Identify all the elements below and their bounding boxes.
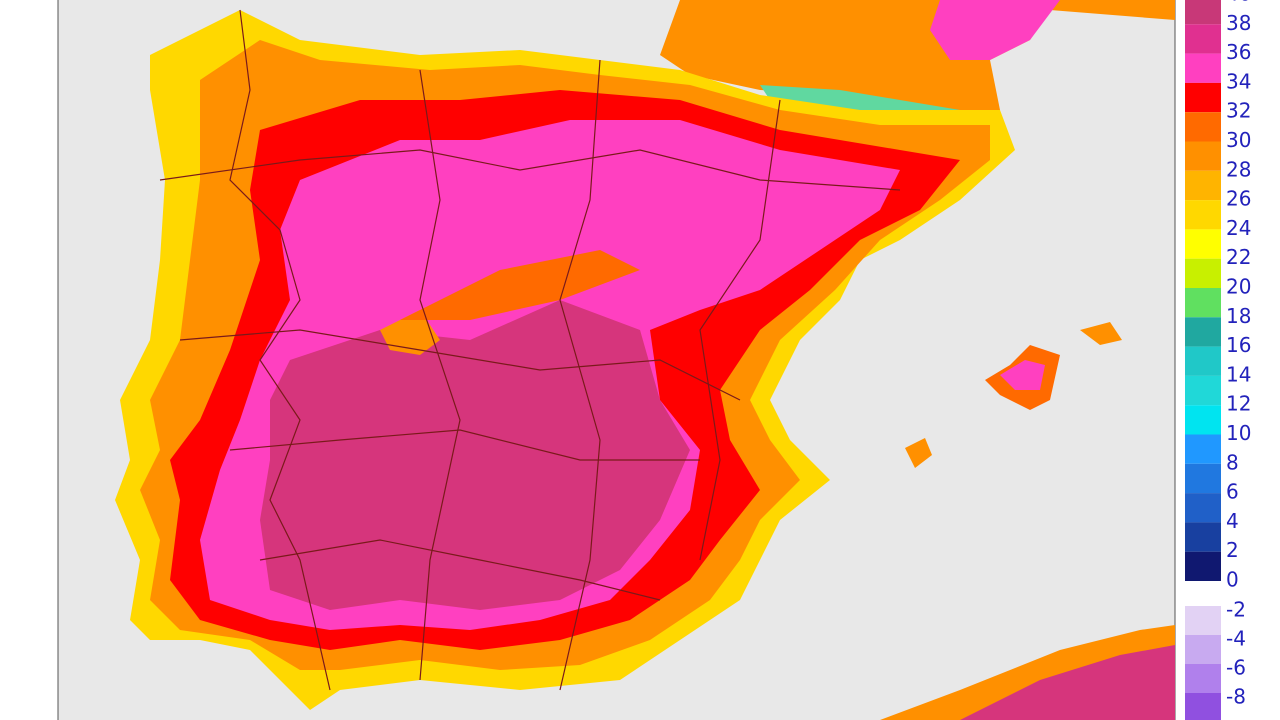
legend-label: 36	[1226, 40, 1251, 64]
legend-label: 10	[1226, 421, 1251, 445]
legend-swatch	[1185, 434, 1221, 464]
legend-label: 2	[1226, 538, 1239, 562]
border-line	[179, 329, 741, 401]
border-line	[699, 99, 781, 561]
border-line	[559, 59, 601, 691]
legend-label: 12	[1226, 392, 1251, 416]
legend-swatch	[1185, 405, 1221, 435]
legend-swatch	[1185, 522, 1221, 552]
legend-label: -8	[1226, 685, 1246, 709]
border-line	[419, 69, 461, 681]
france-hot	[930, 0, 1060, 60]
legend-label: 24	[1226, 216, 1251, 240]
legend-label: 14	[1226, 362, 1251, 386]
legend-label: 20	[1226, 275, 1251, 299]
legend-swatch	[1185, 493, 1221, 523]
legend-swatch	[1185, 112, 1221, 142]
legend-label: 26	[1226, 187, 1251, 211]
sierra	[380, 310, 440, 355]
legend-swatch	[1185, 375, 1221, 406]
border-line	[229, 429, 700, 461]
legend-label: -4	[1226, 627, 1246, 651]
legend-label: 16	[1226, 333, 1251, 357]
legend-swatch	[1185, 664, 1221, 693]
legend-swatch	[1185, 170, 1221, 201]
legend-label: 38	[1226, 11, 1251, 35]
legend-label: 18	[1226, 304, 1251, 328]
legend-swatch	[1185, 82, 1221, 113]
legend-swatch	[1185, 317, 1221, 347]
legend-label: -2	[1226, 598, 1246, 622]
legend-swatch	[1185, 635, 1221, 664]
legend-label: 4	[1226, 509, 1239, 533]
legend-label: 8	[1226, 450, 1239, 474]
africa-hot	[960, 645, 1175, 720]
legend-swatch	[1185, 53, 1221, 83]
legend-swatch	[1185, 24, 1221, 54]
legend-swatch	[1185, 258, 1221, 288]
legend-label: 22	[1226, 245, 1251, 269]
legend-swatch	[1185, 141, 1221, 171]
legend-label: 34	[1226, 69, 1251, 93]
menorca	[1080, 322, 1122, 345]
central-range	[400, 250, 640, 320]
legend-label: 30	[1226, 128, 1251, 152]
legend-swatch	[1185, 606, 1221, 635]
legend-label: 0	[1226, 568, 1239, 592]
legend-label: 32	[1226, 99, 1251, 123]
legend: 4038363432302826242220181614121086420-2-…	[1185, 0, 1251, 720]
france	[660, 0, 1175, 110]
legend-swatch	[1185, 200, 1221, 230]
legend-swatch	[1185, 229, 1221, 259]
legend-label: 40	[1226, 0, 1251, 6]
legend-swatch	[1185, 551, 1221, 581]
legend-label: -6	[1226, 656, 1246, 680]
ibiza	[905, 438, 932, 468]
mallorca-hot	[1000, 360, 1045, 390]
legend-swatch	[1185, 0, 1221, 25]
legend-label: 6	[1226, 480, 1239, 504]
border-line	[159, 149, 901, 191]
border-line	[229, 9, 331, 691]
border-line	[259, 539, 661, 601]
legend-swatch	[1185, 346, 1221, 376]
legend-label: 28	[1226, 157, 1251, 181]
legend-swatch	[1185, 693, 1221, 720]
legend-swatch	[1185, 288, 1221, 318]
legend-swatch	[1185, 463, 1221, 494]
